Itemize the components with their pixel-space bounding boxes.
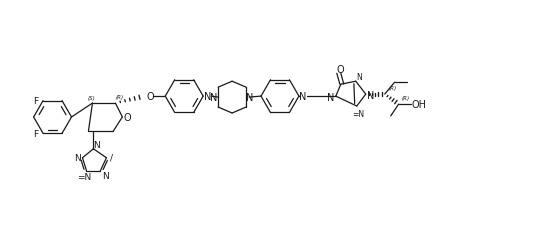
- Text: (R): (R): [401, 95, 410, 100]
- Text: (S): (S): [88, 95, 95, 100]
- Text: N: N: [246, 93, 254, 103]
- Text: OH: OH: [411, 100, 426, 110]
- Text: N: N: [93, 141, 100, 150]
- Text: N: N: [210, 93, 218, 103]
- Text: F: F: [33, 129, 39, 138]
- Text: N: N: [102, 171, 109, 180]
- Text: N: N: [356, 72, 362, 81]
- Text: (R): (R): [388, 85, 397, 90]
- Text: =N: =N: [352, 109, 364, 118]
- Text: O: O: [146, 92, 154, 102]
- Text: F: F: [33, 97, 39, 106]
- Text: N: N: [327, 93, 335, 103]
- Text: N: N: [367, 91, 374, 101]
- Text: N: N: [204, 92, 212, 102]
- Text: O: O: [124, 112, 131, 123]
- Text: (R): (R): [115, 94, 123, 99]
- Text: =N: =N: [77, 172, 91, 181]
- Text: N: N: [299, 92, 307, 102]
- Text: /: /: [110, 153, 113, 161]
- Text: N: N: [74, 154, 81, 163]
- Text: O: O: [336, 65, 344, 75]
